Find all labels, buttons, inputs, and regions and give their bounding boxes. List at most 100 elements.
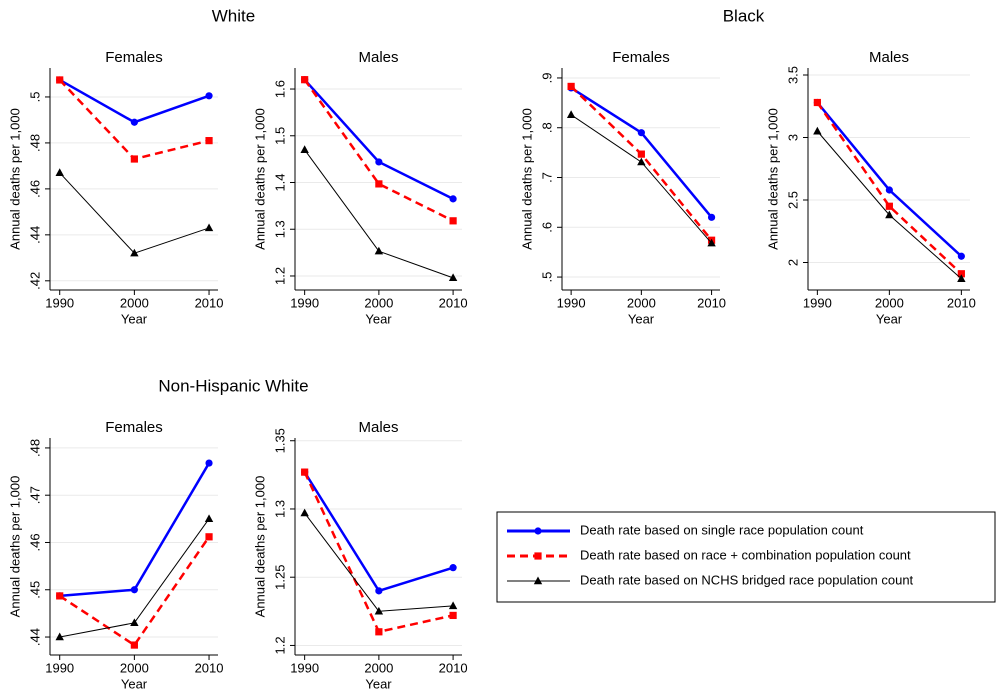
series-line bbox=[303, 78, 454, 222]
panel-title: Males bbox=[869, 49, 909, 66]
marker bbox=[56, 76, 64, 84]
y-tick-label: 1.2 bbox=[272, 267, 287, 285]
legend-label: Death rate based on race + combination p… bbox=[580, 547, 911, 562]
marker bbox=[567, 82, 575, 91]
x-axis-label: Year bbox=[365, 311, 392, 326]
panel-title: Males bbox=[358, 419, 398, 436]
x-tick-label: 1990 bbox=[557, 295, 586, 310]
y-axis-label: Annual deaths per 1,000 bbox=[519, 108, 534, 250]
y-tick-label: .6 bbox=[539, 222, 554, 233]
y-tick-label: .42 bbox=[27, 272, 42, 290]
marker bbox=[374, 606, 384, 615]
legend-box bbox=[496, 511, 996, 603]
marker bbox=[375, 180, 383, 188]
y-tick-label: .9 bbox=[539, 73, 554, 84]
x-axis-label: Year bbox=[121, 676, 148, 691]
y-tick-label: 1.4 bbox=[272, 173, 287, 191]
marker bbox=[448, 273, 458, 282]
marker bbox=[56, 592, 64, 600]
y-tick-label: .5 bbox=[539, 272, 554, 283]
marker bbox=[375, 587, 383, 595]
y-tick-label: .7 bbox=[539, 172, 554, 183]
x-tick-label: 2000 bbox=[875, 295, 904, 310]
y-tick-label: .47 bbox=[27, 486, 42, 504]
x-tick-label: 2010 bbox=[439, 295, 468, 310]
marker bbox=[707, 213, 716, 221]
y-tick-label: .48 bbox=[27, 134, 42, 152]
x-tick-label: 2010 bbox=[947, 295, 976, 310]
group-title: White bbox=[212, 6, 255, 25]
marker bbox=[637, 157, 646, 166]
marker bbox=[204, 514, 214, 523]
panel-title: Females bbox=[105, 419, 163, 436]
y-tick-label: 1.3 bbox=[272, 220, 287, 238]
x-tick-label: 2000 bbox=[120, 660, 149, 675]
marker bbox=[957, 270, 965, 278]
marker bbox=[957, 252, 965, 260]
marker bbox=[301, 468, 309, 476]
x-tick-label: 1990 bbox=[803, 295, 832, 310]
marker bbox=[55, 168, 64, 176]
marker bbox=[637, 150, 645, 158]
panel-title: Males bbox=[358, 49, 398, 66]
y-tick-label: .44 bbox=[27, 226, 42, 244]
x-tick-label: 1990 bbox=[45, 295, 74, 310]
x-tick-label: 1990 bbox=[290, 295, 319, 310]
y-tick-label: 3.5 bbox=[785, 66, 800, 84]
y-tick-label: .48 bbox=[27, 439, 42, 457]
y-tick-label: .46 bbox=[27, 180, 42, 198]
marker bbox=[130, 155, 138, 163]
marker bbox=[205, 137, 213, 145]
x-tick-label: 1990 bbox=[45, 660, 74, 675]
marker bbox=[813, 126, 822, 135]
series-line bbox=[304, 149, 454, 279]
y-tick-label: 1.5 bbox=[272, 127, 287, 145]
marker bbox=[300, 508, 309, 517]
marker bbox=[566, 110, 576, 118]
marker bbox=[813, 98, 821, 107]
y-tick-label: 1.6 bbox=[272, 80, 287, 98]
y-tick-label: 1.3 bbox=[272, 500, 287, 518]
y-tick-label: 3 bbox=[785, 134, 800, 141]
y-tick-label: 2.5 bbox=[785, 191, 800, 209]
marker bbox=[205, 92, 213, 100]
legend-marker bbox=[533, 576, 543, 585]
legend-label: Death rate based on single race populati… bbox=[580, 522, 864, 537]
y-tick-label: 2 bbox=[785, 259, 800, 266]
group-title: Black bbox=[723, 6, 765, 25]
x-axis-label: Year bbox=[365, 676, 392, 691]
x-axis-label: Year bbox=[876, 311, 903, 326]
marker bbox=[130, 586, 138, 594]
marker bbox=[205, 533, 213, 541]
x-axis-label: Year bbox=[628, 311, 655, 326]
marker bbox=[957, 274, 966, 282]
x-tick-label: 2000 bbox=[627, 295, 656, 310]
marker bbox=[375, 158, 383, 166]
marker bbox=[885, 202, 893, 210]
marker bbox=[374, 246, 384, 255]
y-axis-label: Annual deaths per 1,000 bbox=[7, 108, 22, 250]
legend-marker bbox=[534, 552, 542, 560]
y-tick-label: 1.35 bbox=[272, 428, 287, 453]
series-line bbox=[59, 462, 211, 598]
x-tick-label: 2000 bbox=[120, 295, 149, 310]
marker bbox=[130, 118, 138, 126]
y-axis-label: Annual deaths per 1,000 bbox=[252, 476, 267, 618]
y-axis-label: Annual deaths per 1,000 bbox=[7, 476, 22, 618]
x-tick-label: 2010 bbox=[439, 660, 468, 675]
marker bbox=[130, 248, 139, 257]
marker bbox=[707, 238, 716, 247]
marker bbox=[449, 611, 457, 620]
series-line bbox=[304, 512, 454, 612]
panel-title: Females bbox=[612, 49, 670, 66]
marker bbox=[301, 76, 309, 84]
marker bbox=[885, 210, 894, 219]
y-tick-label: .44 bbox=[27, 628, 42, 646]
x-tick-label: 2010 bbox=[195, 295, 224, 310]
x-tick-label: 2010 bbox=[195, 660, 224, 675]
marker bbox=[300, 145, 309, 153]
marker bbox=[55, 632, 64, 641]
marker bbox=[130, 641, 138, 649]
y-axis-label: Annual deaths per 1,000 bbox=[252, 108, 267, 250]
